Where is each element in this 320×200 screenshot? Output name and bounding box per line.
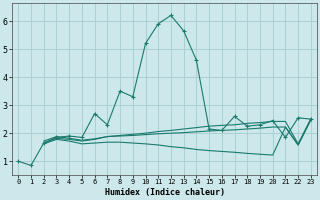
X-axis label: Humidex (Indice chaleur): Humidex (Indice chaleur) bbox=[105, 188, 225, 197]
